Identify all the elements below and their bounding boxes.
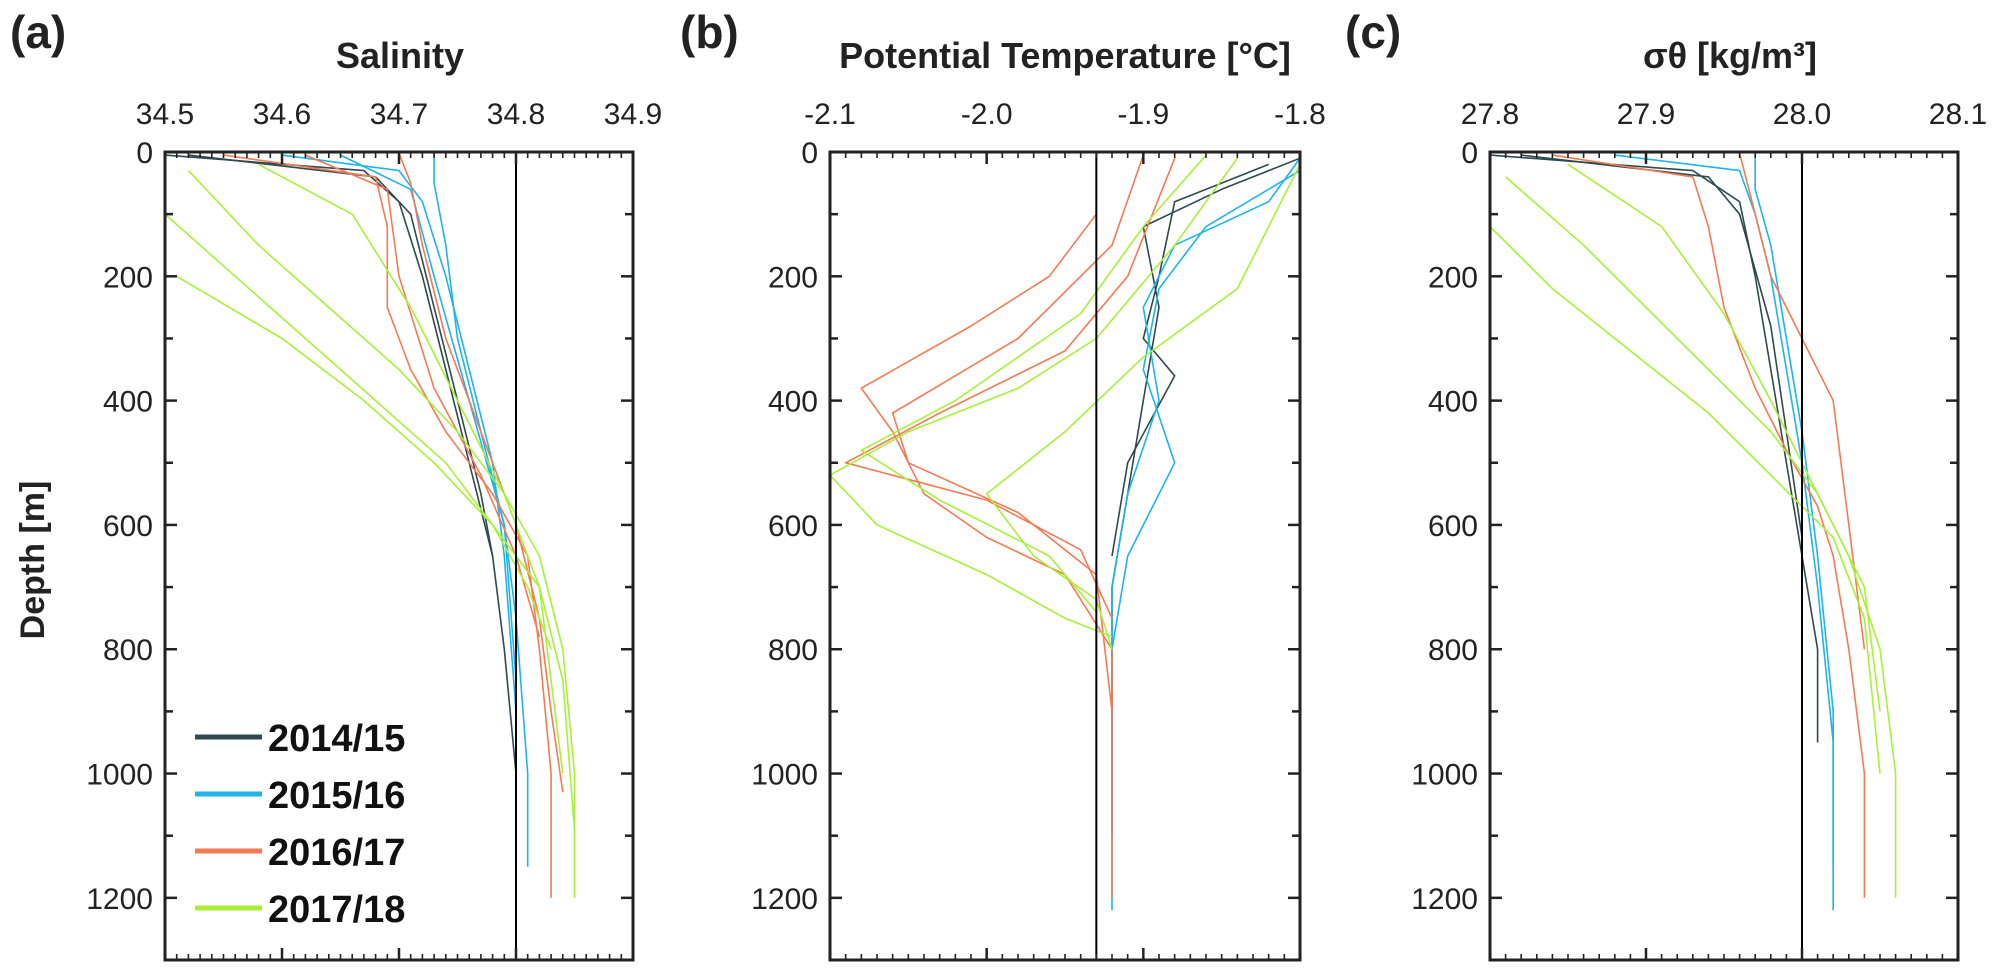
y-tick-label: 1200 (1411, 883, 1478, 916)
y-tick-label: 0 (1461, 137, 1478, 170)
x-tick-label: 27.9 (1617, 98, 1675, 131)
y-tick-label: 1000 (1411, 759, 1478, 792)
profile-line-2015-16-0 (1614, 154, 1834, 911)
y-tick-label: 1200 (86, 883, 153, 916)
profile-line-2017-18-1 (985, 164, 1300, 650)
x-tick-label: -2.0 (961, 98, 1013, 131)
profile-line-2015-16-1 (1754, 153, 1834, 867)
x-tick-label: -1.9 (1117, 98, 1169, 131)
y-tick-label: 600 (103, 510, 153, 543)
x-tick-label: 28.0 (1773, 98, 1831, 131)
profile-lines (165, 152, 576, 911)
y-tick-label: 600 (768, 510, 818, 543)
profile-line-2015-16-0 (281, 154, 517, 911)
y-tick-label: 0 (801, 137, 818, 170)
profile-line-2017-18-2 (258, 163, 564, 774)
x-tick-label: 34.8 (487, 98, 545, 131)
x-tick-label: 34.6 (253, 98, 311, 131)
panel-letter-b: (b) (680, 6, 739, 58)
panel-3: 27.8 27.9 28.0 28.1 0 200 400 600 800 1000 1200 (1411, 98, 1987, 962)
y-tick-label: 800 (1428, 634, 1478, 667)
profile-line-2017-18-1 (165, 213, 576, 830)
y-tick-label: 0 (136, 137, 153, 170)
profile-line-2015-16-0 (1111, 157, 1300, 911)
y-tick-label: 1000 (86, 759, 153, 792)
x-tick-label: 28.1 (1929, 98, 1987, 131)
panel-1: 34.5 34.6 34.7 34.8 34.9 0 200 400 600 800 1000 120… (86, 98, 662, 962)
x-tick-label: 34.9 (604, 98, 662, 131)
profile-line-2017-18-1 (1490, 226, 1881, 774)
profile-line-2014-15-0 (165, 154, 517, 880)
y-tick-label: 200 (768, 261, 818, 294)
axes-frame (828, 150, 1302, 962)
legend: 2014/15 2015/16 2016/17 2017/18 (195, 718, 405, 931)
x-tick-label: 34.7 (370, 98, 428, 131)
profile-lines (1490, 153, 1897, 911)
profile-lines (830, 154, 1300, 911)
y-tick-label: 800 (768, 634, 818, 667)
profile-line-2017-18-0 (1505, 176, 1897, 898)
x-axis-title-density: σθ [kg/m³] (1643, 35, 1817, 76)
profile-line-2016-17-2 (844, 157, 1176, 619)
legend-label-2017-18: 2017/18 (268, 889, 405, 931)
y-tick-label: 800 (103, 634, 153, 667)
x-tick-label: -1.8 (1274, 98, 1326, 131)
profile-line-2017-18-2 (1567, 163, 1881, 712)
y-tick-label: 200 (1428, 261, 1478, 294)
legend-label-2016-17: 2016/17 (268, 832, 405, 874)
profile-line-2017-18-0 (830, 157, 1238, 638)
x-axis-title-salinity: Salinity (336, 35, 464, 76)
profile-line-2014-15-0 (1490, 154, 1819, 743)
panel-letter-c: (c) (1345, 6, 1401, 58)
x-axis-title-temperature: Potential Temperature [°C] (839, 35, 1291, 76)
profile-line-2014-15-1 (1111, 163, 1269, 557)
x-tick-label: 34.5 (136, 98, 194, 131)
profile-line-2017-18-2 (860, 154, 1207, 613)
profile-line-2016-17-0 (1552, 154, 1866, 898)
profile-line-2014-15-1 (188, 154, 494, 557)
profile-line-2017-18-0 (187, 170, 576, 898)
y-tick-label: 400 (768, 386, 818, 419)
profile-line-2016-17-1 (398, 152, 564, 793)
profile-line-2016-17-0 (223, 154, 552, 898)
plots-layer: 34.5 34.6 34.7 34.8 34.9 0 200 400 600 800 1000 120… (86, 98, 1987, 962)
y-tick-label: 1000 (751, 759, 818, 792)
profile-line-2015-16-2 (340, 154, 517, 681)
axes-frame (1488, 150, 1960, 962)
profile-line-2014-15-0 (1111, 157, 1300, 836)
y-tick-label: 200 (103, 261, 153, 294)
y-tick-label: 600 (1428, 510, 1478, 543)
y-tick-label: 400 (1428, 386, 1478, 419)
y-axis-title: Depth [m] (14, 481, 52, 640)
panel-letter-a: (a) (10, 6, 66, 58)
profile-line-2016-17-0 (860, 155, 1113, 898)
profile-line-2015-16-1 (1111, 169, 1300, 650)
legend-label-2015-16: 2015/16 (268, 775, 405, 817)
profile-line-2014-15-1 (1521, 154, 1803, 538)
y-tick-label: 400 (103, 386, 153, 419)
legend-label-2014-15: 2014/15 (268, 718, 405, 760)
x-tick-label: -2.1 (804, 98, 856, 131)
y-tick-label: 1200 (751, 883, 818, 916)
x-tick-label: 27.8 (1461, 98, 1519, 131)
panel-2: -2.1 -2.0 -1.9 -1.8 0 200 400 600 800 1000 1200 (751, 98, 1326, 962)
profile-line-2017-18-3 (176, 275, 552, 650)
